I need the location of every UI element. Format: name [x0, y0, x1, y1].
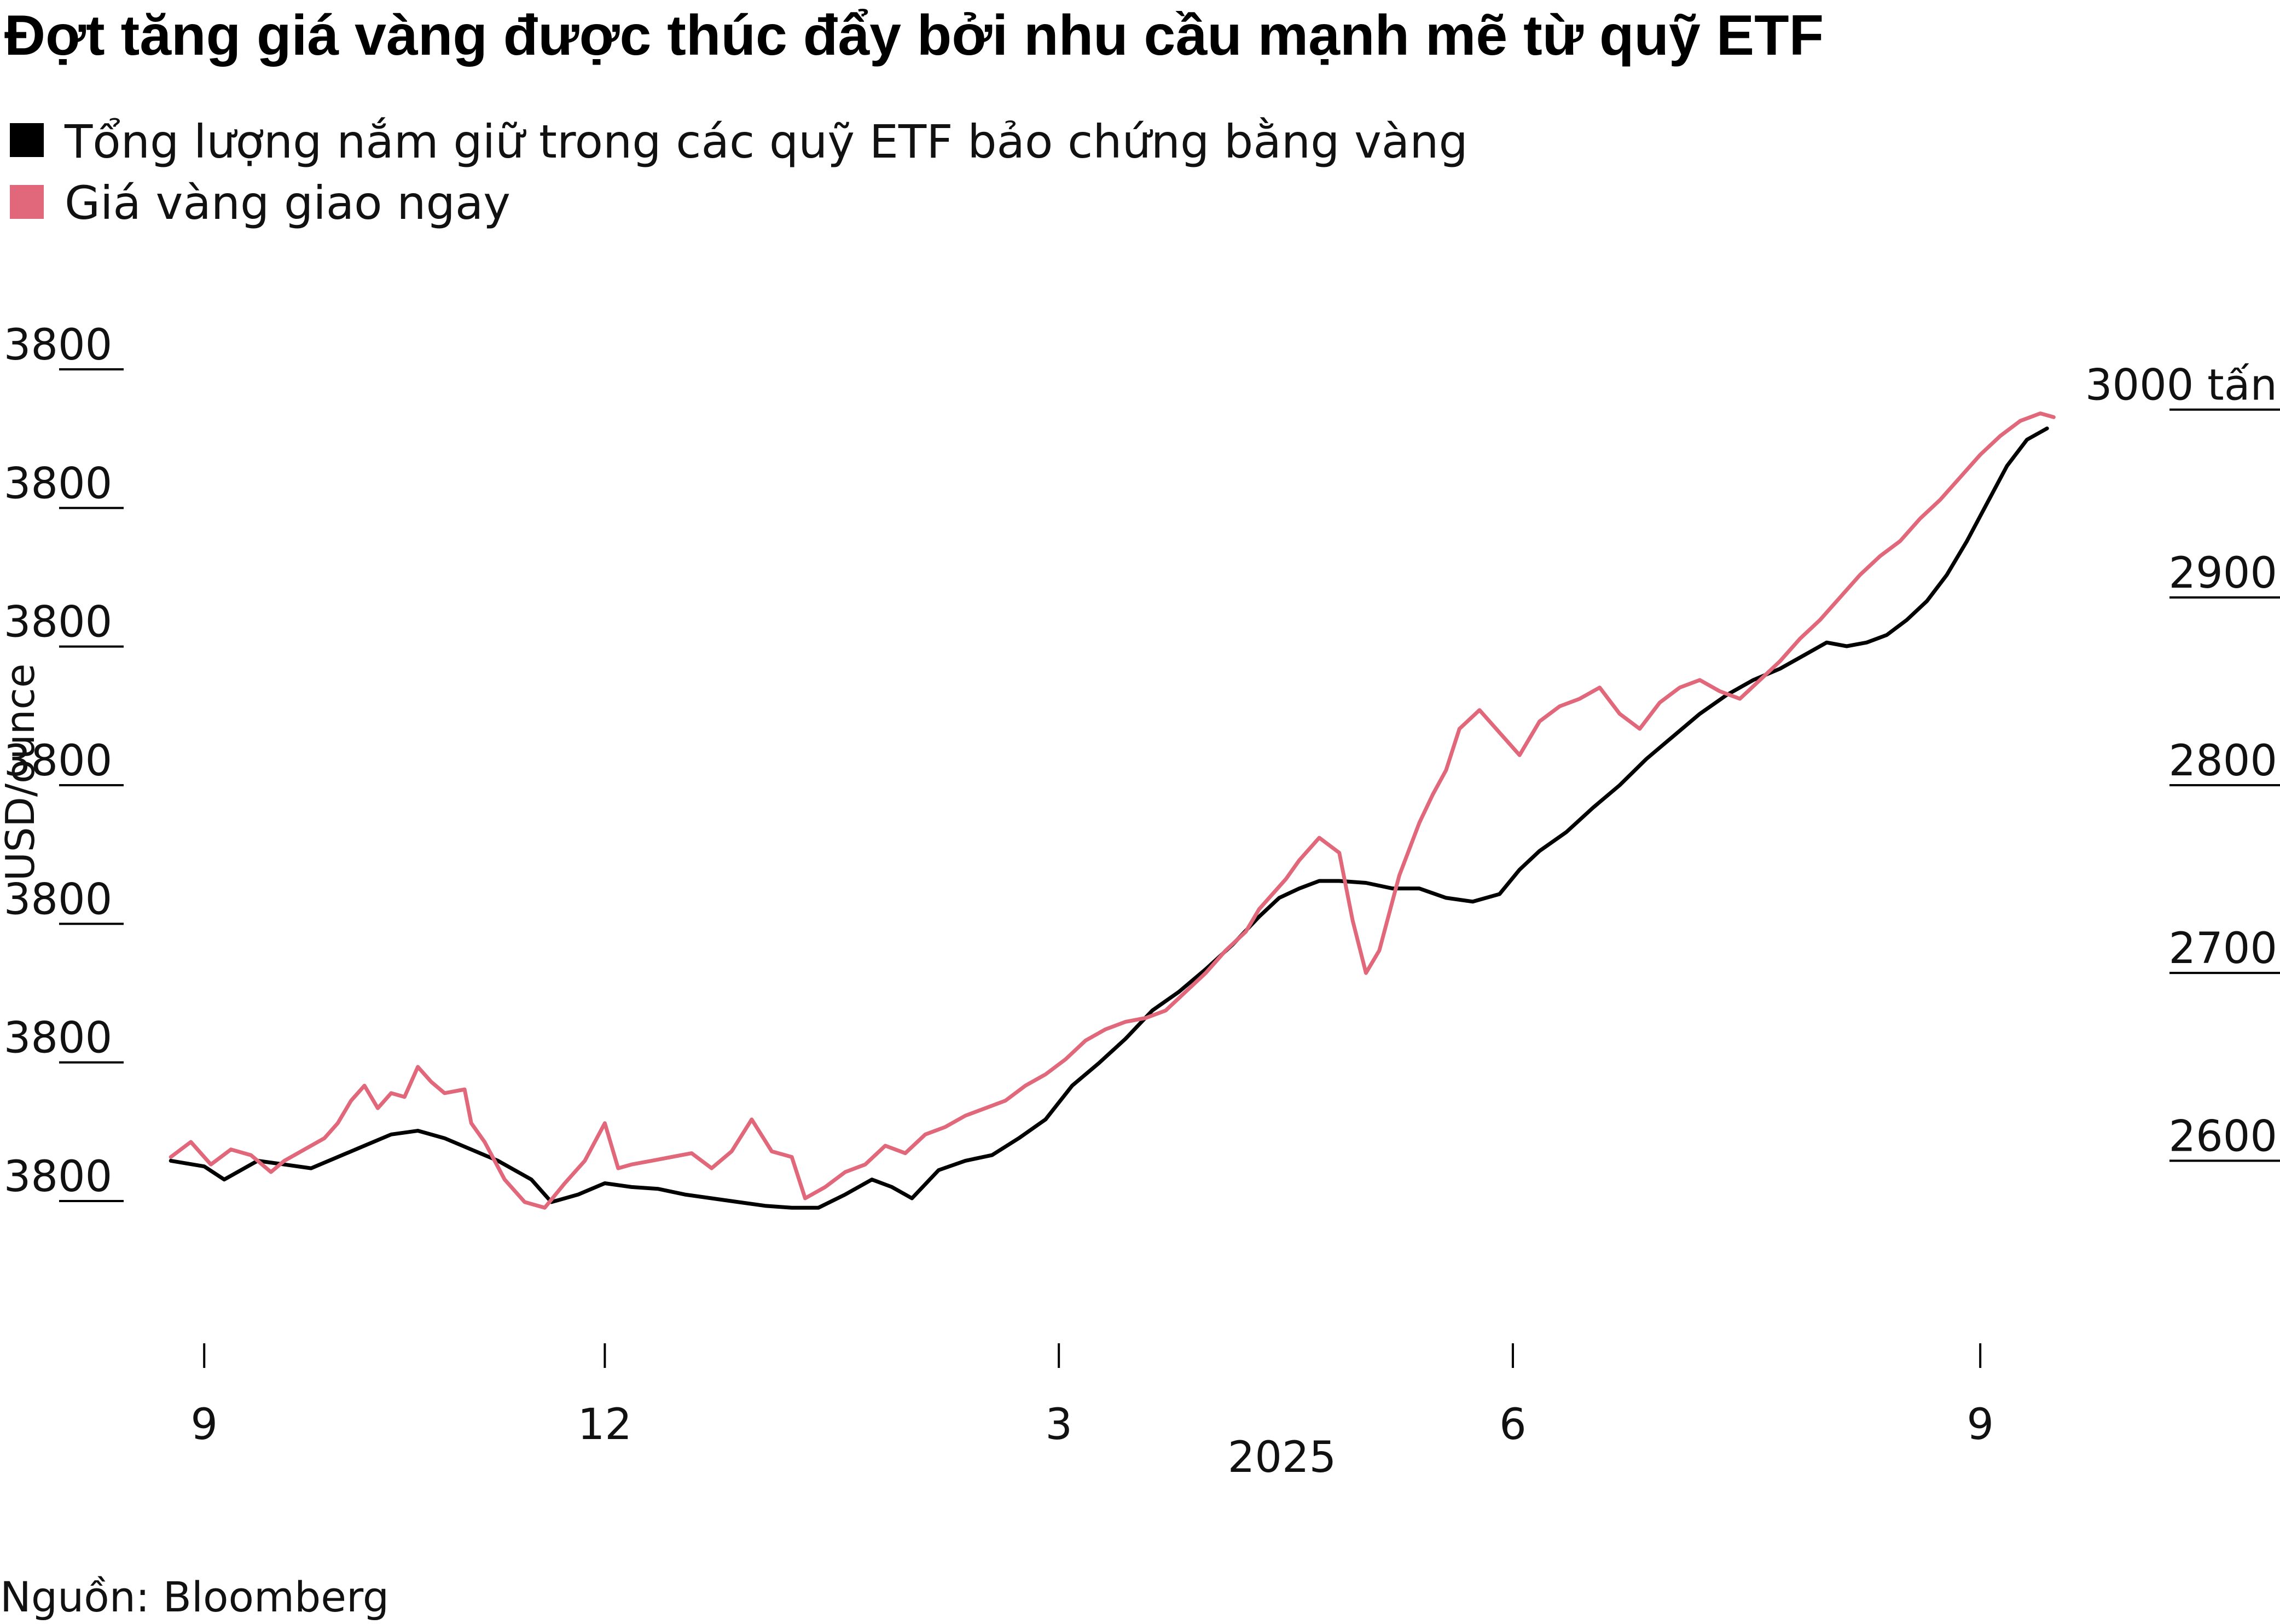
y-right-tick-label: 3000 tấn [2085, 361, 2277, 410]
series-line-spot-gold [169, 411, 2056, 1210]
y-right-tick-label: 2800 [2168, 736, 2277, 786]
x-tick-label: 3 [1045, 1400, 1072, 1449]
y-axis-left-title: USD/ounce [0, 664, 43, 881]
legend-label-etf: Tổng lượng nắm giữ trong các quỹ ETF bảo… [64, 115, 1468, 169]
series-layer [169, 411, 2056, 1210]
y-left-tick-label: 3800 [4, 736, 113, 786]
x-axis-year-label: 2025 [1228, 1433, 1337, 1482]
y-axis-right: 3000 tấn 2900 2800 2700 2600 [2085, 361, 2280, 1162]
y-left-tick-label: 3800 [4, 1152, 113, 1202]
y-right-tick-label: 2900 [2168, 549, 2277, 598]
y-axis-left: 3800 3800 3800 3800 3800 3800 3800 [4, 321, 124, 1202]
source-note: Nguồn: Bloomberg [0, 1573, 389, 1621]
series-line-etf-holdings [169, 426, 2049, 1210]
y-left-tick-label: 3800 [4, 1014, 113, 1063]
x-tick-label: 9 [1966, 1400, 1994, 1449]
x-tick-label: 6 [1499, 1400, 1527, 1449]
y-left-tick-label: 3800 [4, 459, 113, 508]
x-axis: 9 12 3 6 9 [190, 1343, 1994, 1449]
x-tick-label: 9 [190, 1400, 218, 1449]
legend: Tổng lượng nắm giữ trong các quỹ ETF bảo… [10, 115, 1468, 230]
y-right-tick-label: 2700 [2168, 924, 2277, 973]
legend-swatch-etf [10, 123, 44, 157]
y-left-tick-label: 3800 [4, 321, 113, 370]
y-right-tick-label: 2600 [2168, 1112, 2277, 1161]
y-left-tick-label: 3800 [4, 598, 113, 647]
chart-title: Đợt tăng giá vàng được thúc đẩy bởi nhu … [4, 4, 1824, 67]
legend-label-spot-gold: Giá vàng giao ngay [65, 176, 510, 230]
legend-swatch-spot-gold [10, 185, 44, 219]
y-left-tick-label: 3800 [4, 875, 113, 924]
x-tick-label: 12 [578, 1400, 632, 1449]
